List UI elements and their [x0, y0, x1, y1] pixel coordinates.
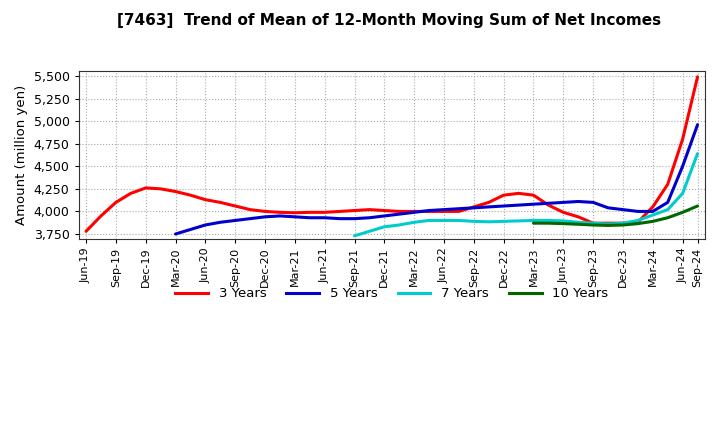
Text: [7463]  Trend of Mean of 12-Month Moving Sum of Net Incomes: [7463] Trend of Mean of 12-Month Moving … [117, 13, 661, 28]
Legend: 3 Years, 5 Years, 7 Years, 10 Years: 3 Years, 5 Years, 7 Years, 10 Years [170, 282, 613, 305]
Y-axis label: Amount (million yen): Amount (million yen) [15, 85, 28, 225]
